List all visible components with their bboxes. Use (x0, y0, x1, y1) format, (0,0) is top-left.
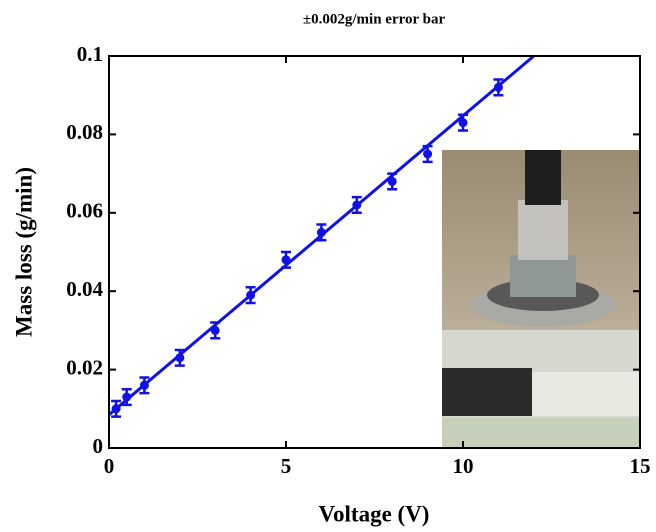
y-tick-label: 0.04 (66, 277, 103, 301)
data-point (122, 392, 132, 402)
data-point (139, 380, 149, 390)
y-tick-label: 0.1 (77, 42, 103, 66)
plot-frame (108, 55, 641, 449)
data-point (423, 149, 433, 159)
y-tick-label: 0 (93, 434, 104, 458)
y-tick-label: 0.08 (66, 120, 103, 144)
x-tick-label: 0 (104, 454, 115, 478)
data-point (281, 255, 291, 265)
chart-title: ±0.002g/min error bar (303, 11, 446, 27)
x-axis-label: Voltage (V) (319, 501, 430, 526)
x-tick-label: 15 (630, 454, 651, 478)
y-tick-label: 0.02 (66, 355, 103, 379)
y-axis-label: Mass loss (g/min) (11, 167, 36, 337)
inset-photo (442, 150, 640, 448)
data-point (175, 353, 185, 363)
x-tick-label: 5 (281, 454, 292, 478)
x-tick-label: 10 (453, 454, 474, 478)
data-point (387, 176, 397, 186)
data-point (210, 325, 220, 335)
data-point (246, 290, 256, 300)
data-point (111, 404, 121, 414)
data-point (316, 227, 326, 237)
y-tick-label: 0.06 (66, 199, 103, 223)
data-point (493, 82, 503, 92)
data-point (458, 118, 468, 128)
data-point (352, 200, 362, 210)
